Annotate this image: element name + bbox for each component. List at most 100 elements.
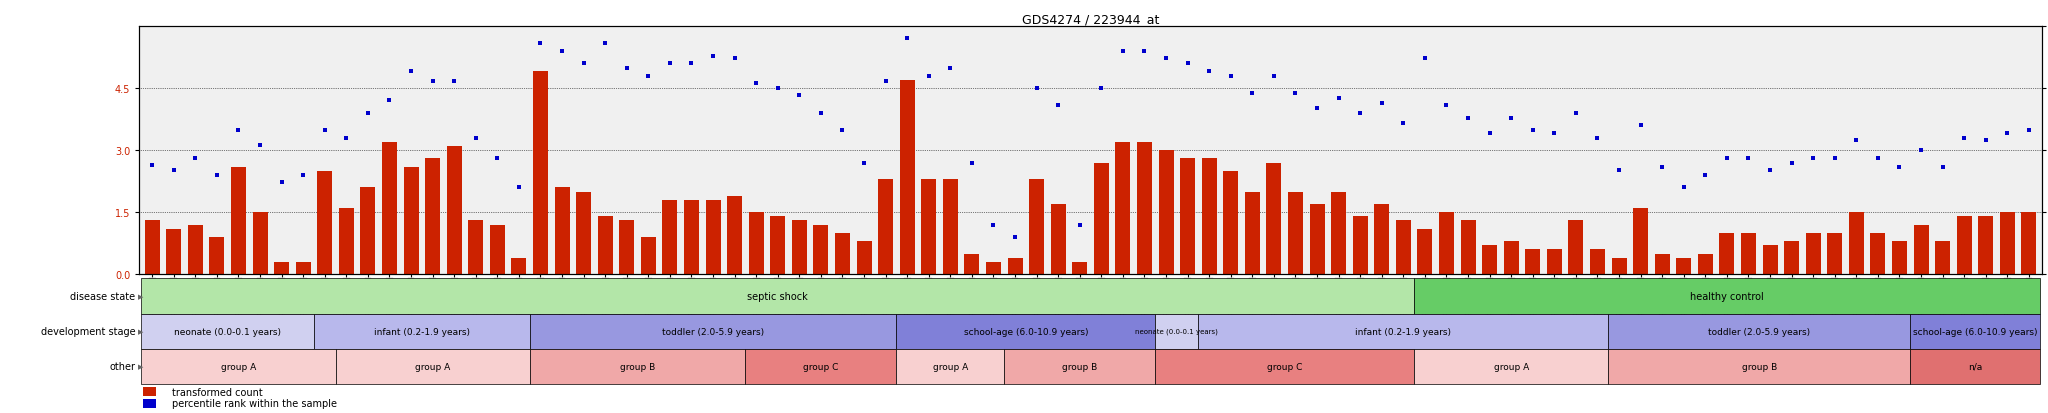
Bar [1892, 242, 1907, 275]
Bar [1546, 250, 1563, 275]
Point [1343, 110, 1376, 117]
Point [1690, 172, 1722, 179]
Bar [1741, 233, 1755, 275]
Bar [188, 225, 203, 275]
Bar [274, 262, 289, 275]
Bar [1935, 242, 1950, 275]
Bar [1784, 242, 1800, 275]
Point [1149, 56, 1182, 62]
Point [1106, 48, 1139, 55]
Point [135, 162, 168, 169]
Bar [985, 262, 1001, 275]
Point [1516, 128, 1548, 134]
Bar [1526, 250, 1540, 275]
Bar [836, 233, 850, 275]
Point [1280, 90, 1313, 97]
Point [719, 56, 752, 62]
Text: group B: group B [1063, 362, 1098, 371]
Bar [684, 200, 698, 275]
Point [1733, 155, 1765, 161]
Point [221, 128, 254, 134]
Bar [1159, 151, 1174, 275]
Bar [1978, 217, 1993, 275]
Bar [403, 167, 418, 275]
Bar [1999, 213, 2015, 275]
Point [502, 185, 535, 191]
Point [1386, 120, 1419, 127]
Bar [965, 254, 979, 275]
Point [395, 68, 428, 75]
Bar [317, 171, 332, 275]
Point [1235, 90, 1268, 97]
Bar [1331, 192, 1346, 275]
Bar [1245, 192, 1260, 275]
Point [524, 41, 557, 47]
Bar [1503, 242, 1520, 275]
Bar [750, 213, 764, 275]
Bar [1569, 221, 1583, 275]
Bar [1675, 258, 1692, 275]
Bar [1051, 204, 1065, 275]
Text: septic shock: septic shock [748, 291, 809, 301]
Point [590, 41, 623, 47]
Point [330, 135, 362, 142]
Point [1192, 68, 1225, 75]
Point [158, 167, 190, 174]
Point [373, 98, 406, 104]
Bar [1632, 209, 1649, 275]
Point [999, 234, 1032, 241]
Text: healthy control: healthy control [1690, 291, 1763, 301]
Bar [532, 72, 549, 275]
Point [481, 155, 514, 161]
Bar [252, 213, 268, 275]
Bar [209, 237, 225, 275]
Point [545, 48, 578, 55]
Bar [295, 262, 311, 275]
Bar [2021, 213, 2036, 275]
Bar [1698, 254, 1712, 275]
Bar [727, 196, 741, 275]
Bar [1720, 233, 1735, 275]
Point [633, 73, 666, 80]
Text: ▶: ▶ [139, 293, 143, 299]
Point [1214, 73, 1247, 80]
Text: toddler (2.0-5.9 years): toddler (2.0-5.9 years) [662, 327, 764, 336]
Point [891, 36, 924, 43]
Bar [1417, 229, 1432, 275]
Bar [879, 180, 893, 275]
Point [309, 128, 342, 134]
Point [1538, 130, 1571, 137]
Point [1796, 155, 1829, 161]
Bar [1288, 192, 1303, 275]
Bar [1870, 233, 1886, 275]
Text: ▶: ▶ [139, 328, 143, 335]
Text: group C: group C [803, 362, 838, 371]
Text: toddler (2.0-5.9 years): toddler (2.0-5.9 years) [1708, 327, 1810, 336]
Point [934, 66, 967, 72]
Point [739, 81, 772, 87]
Bar [231, 167, 246, 275]
Point [868, 78, 901, 85]
Title: GDS4274 / 223944_at: GDS4274 / 223944_at [1022, 13, 1159, 26]
Bar [922, 180, 936, 275]
Point [848, 160, 881, 166]
Point [1063, 222, 1096, 228]
Text: group A: group A [1493, 362, 1528, 371]
Bar [899, 81, 915, 275]
Text: transformed count: transformed count [172, 387, 262, 397]
Point [1128, 48, 1161, 55]
Bar [555, 188, 569, 275]
Bar [446, 147, 461, 275]
Bar [1460, 221, 1477, 275]
Point [696, 53, 729, 60]
Bar [1483, 246, 1497, 275]
Text: group A: group A [416, 362, 451, 371]
Point [1970, 138, 2003, 144]
Point [1452, 115, 1485, 122]
Point [610, 66, 643, 72]
Text: neonate (0.0-0.1 years): neonate (0.0-0.1 years) [1135, 328, 1219, 335]
Bar [770, 217, 784, 275]
Point [1927, 165, 1960, 171]
Bar [1309, 204, 1325, 275]
Text: development stage: development stage [41, 326, 135, 337]
